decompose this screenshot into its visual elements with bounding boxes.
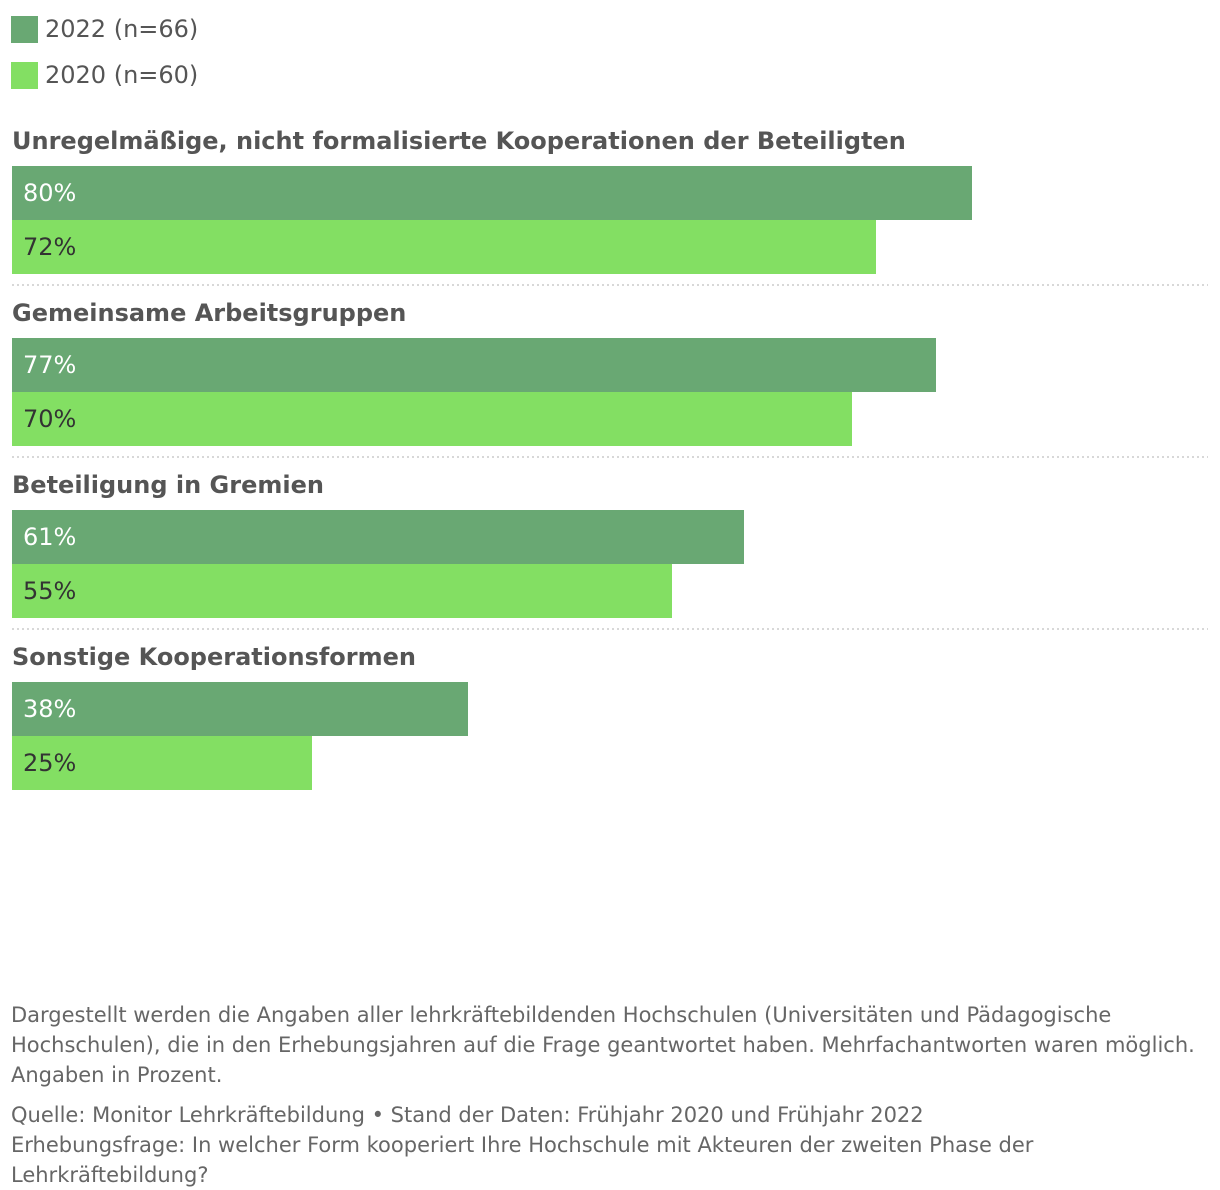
bar-2022 (12, 682, 468, 736)
bar-2020 (12, 736, 312, 790)
legend-label-2020: 2020 (n=60) (45, 61, 199, 89)
bar-value-label: 25% (23, 749, 76, 777)
notes-question: Erhebungsfrage: In welcher Form kooperie… (11, 1133, 1034, 1187)
notes-description: Dargestellt werden die Angaben aller leh… (11, 1003, 1195, 1087)
bar-chart: Unregelmäßige, nicht formalisierte Koope… (12, 127, 1208, 790)
source-block: Quelle: Monitor Lehrkräftebildung • Stan… (11, 1100, 1211, 1190)
chart-notes: Dargestellt werden die Angaben aller leh… (11, 1000, 1211, 1190)
category-label: Unregelmäßige, nicht formalisierte Koope… (12, 127, 906, 155)
bar-value-label: 77% (23, 351, 76, 379)
bar-value-label: 70% (23, 405, 76, 433)
legend-swatch-2022 (11, 15, 38, 43)
bar-value-label: 72% (23, 233, 76, 261)
legend-label-2022: 2022 (n=66) (45, 15, 199, 43)
category-label: Sonstige Kooperationsformen (12, 643, 416, 671)
bar-2020 (12, 564, 672, 618)
category-label: Gemeinsame Arbeitsgruppen (12, 299, 406, 327)
bar-2022 (12, 510, 744, 564)
bar-2022 (12, 338, 936, 392)
legend-swatch-2020 (11, 61, 38, 89)
category-label: Beteiligung in Gremien (12, 471, 324, 499)
notes-source: Quelle: Monitor Lehrkräftebildung • Stan… (11, 1103, 924, 1127)
bar-2022 (12, 166, 972, 220)
legend-item-2022: 2022 (n=66) (11, 12, 198, 46)
bar-value-label: 61% (23, 523, 76, 551)
bar-value-label: 80% (23, 179, 76, 207)
bar-2020 (12, 392, 852, 446)
bar-value-label: 55% (23, 577, 76, 605)
bar-value-label: 38% (23, 695, 76, 723)
legend-item-2020: 2020 (n=60) (11, 58, 198, 92)
legend: 2022 (n=66) 2020 (n=60) (11, 12, 198, 104)
bar-2020 (12, 220, 876, 274)
